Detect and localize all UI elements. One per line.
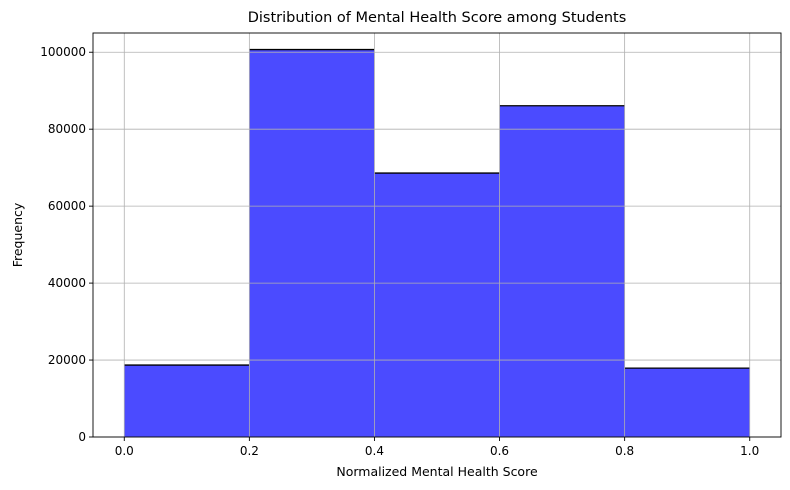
x-tick-label: 0.2: [240, 444, 259, 458]
y-axis-ticks: 0 20000 40000 60000 80000 100000: [40, 45, 93, 444]
histogram-bar: [499, 105, 625, 437]
x-tick-label: 1.0: [740, 444, 759, 458]
histogram-bar: [249, 49, 375, 437]
y-tick-label: 100000: [40, 45, 86, 59]
bars: [124, 48, 750, 437]
x-tick-label: 0.0: [115, 444, 134, 458]
x-axis-ticks: 0.0 0.2 0.4 0.6 0.8 1.0: [115, 437, 759, 458]
plot-frame: [92, 32, 782, 438]
y-tick-label: 20000: [48, 353, 86, 367]
plot-area: 0.0 0.2 0.4 0.6 0.8 1.0 0 20000 40000 60000 80000…: [40, 32, 782, 458]
y-tick-label: 40000: [48, 276, 86, 290]
histogram-bar: [374, 173, 500, 437]
chart-title: Distribution of Mental Health Score amon…: [248, 10, 627, 26]
histogram-bar: [124, 365, 250, 437]
histogram-bar: [624, 368, 750, 437]
y-axis-label: Frequency: [10, 202, 25, 267]
x-tick-label: 0.4: [365, 444, 384, 458]
y-tick-label: 80000: [48, 122, 86, 136]
y-tick-label: 60000: [48, 199, 86, 213]
x-tick-label: 0.8: [615, 444, 634, 458]
x-tick-label: 0.6: [490, 444, 509, 458]
x-axis-label: Normalized Mental Health Score: [336, 464, 538, 479]
y-tick-label: 0: [78, 430, 86, 444]
